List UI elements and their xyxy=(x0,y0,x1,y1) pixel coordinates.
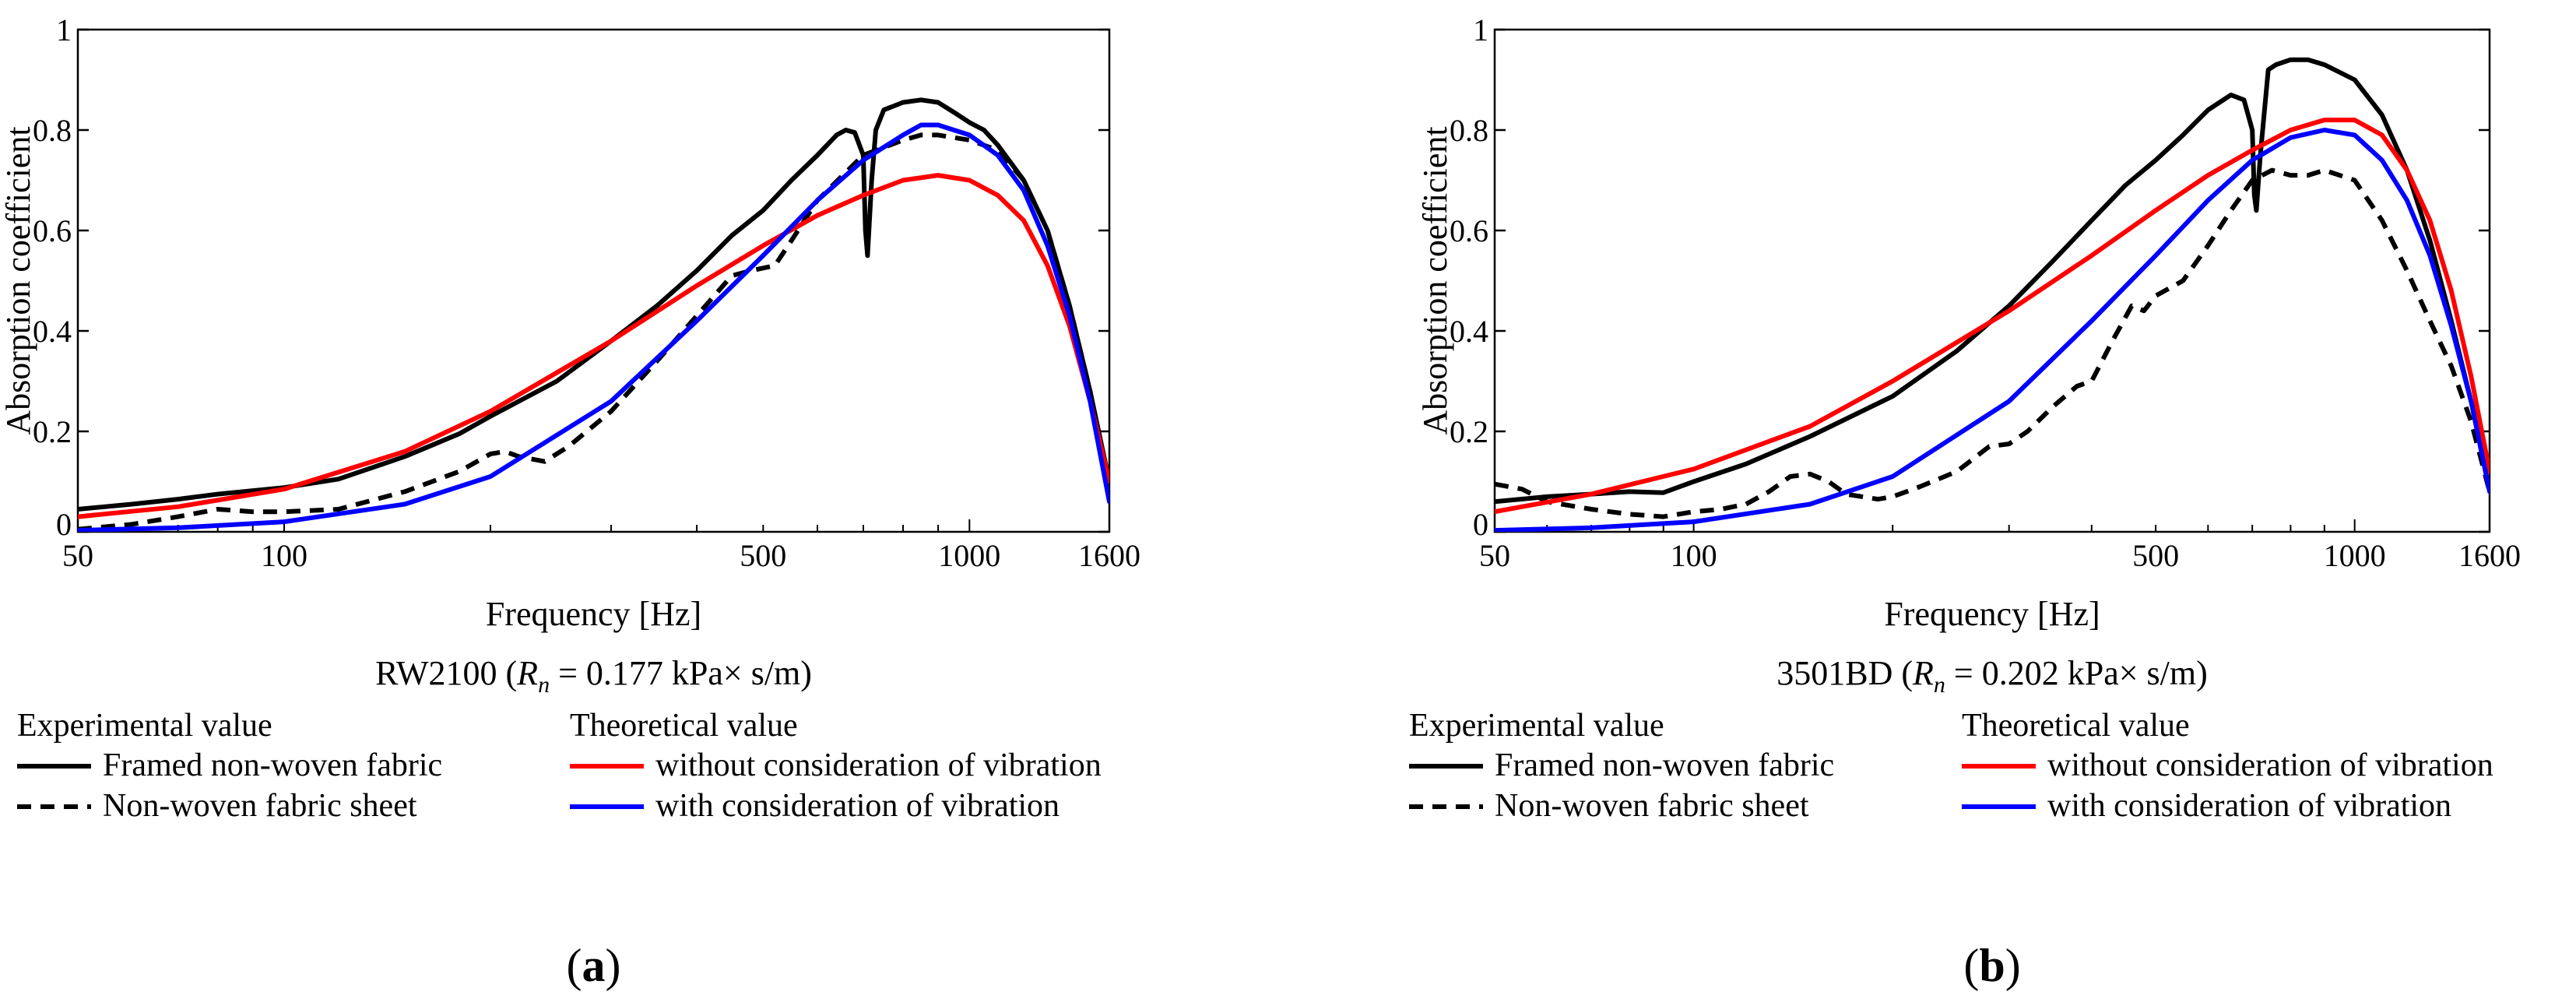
caption-suffix: = 0.202 kPa× s/m) xyxy=(1945,654,2208,692)
y-tick-label: 0.2 xyxy=(33,414,72,449)
x-tick-label: 500 xyxy=(2132,538,2179,573)
chart-caption: RW2100 (Rn = 0.177 kPa× s/m) xyxy=(375,654,812,698)
caption-prefix: 3501BD ( xyxy=(1776,654,1913,692)
series-line-without-consideration-of-vibration xyxy=(78,173,1109,519)
caption-prefix: RW2100 ( xyxy=(375,654,517,692)
caption-subscript: n xyxy=(538,672,550,698)
series-line-framed-non-woven-fabric xyxy=(1495,57,2490,505)
caption-symbol: R xyxy=(516,654,538,692)
legend-heading-experimental: Experimental value xyxy=(1409,708,1664,744)
x-tick-label: 50 xyxy=(62,538,93,573)
x-tick-label: 1600 xyxy=(2458,538,2521,573)
legend-label: Non-woven fabric sheet xyxy=(103,788,417,824)
legend-label: without consideration of vibration xyxy=(655,747,1102,783)
series-line-without-consideration-of-vibration xyxy=(1495,118,2490,515)
panel-letter: a xyxy=(582,940,606,991)
panel-letter: b xyxy=(1979,940,2005,991)
legend-label: Framed non-woven fabric xyxy=(1495,747,1834,783)
x-tick-label: 1000 xyxy=(2324,538,2386,573)
x-tick-label: 50 xyxy=(1479,538,1510,573)
series-line-framed-non-woven-fabric xyxy=(78,97,1109,512)
x-tick-label: 100 xyxy=(261,538,308,573)
legend-label: Non-woven fabric sheet xyxy=(1495,788,1809,824)
x-axis-label: Frequency [Hz] xyxy=(1884,595,2100,633)
x-tick-label: 1600 xyxy=(1078,538,1140,573)
series-line-with-consideration-of-vibration xyxy=(78,122,1109,532)
series-line-non-woven-fabric-sheet xyxy=(1495,167,2490,519)
y-tick-label: 0.6 xyxy=(33,213,72,248)
plot-frame xyxy=(76,28,1111,533)
y-axis-label: Absorption coefficient xyxy=(1416,126,1454,434)
y-axis-label: Absorption coefficient xyxy=(0,126,37,434)
y-tick-label: 0.4 xyxy=(1450,314,1488,349)
x-tick-label: 100 xyxy=(1671,538,1717,573)
panel-label: (a) xyxy=(567,940,621,991)
legend-heading-experimental: Experimental value xyxy=(17,708,272,744)
x-axis-label: Frequency [Hz] xyxy=(486,595,701,633)
legend-heading-theoretical: Theoretical value xyxy=(570,708,798,744)
legend-label: with consideration of vibration xyxy=(655,788,1060,824)
y-tick-label: 1 xyxy=(1473,12,1488,47)
chart-panel-b: 0 0.2 0.4 0.6 0.8 1 50 100 500 1000 1600 Frequency … xyxy=(1409,12,2521,991)
legend-label: with consideration of vibration xyxy=(2047,788,2451,824)
plot-frame xyxy=(1493,28,2491,533)
chart-panel-a: 0 0.2 0.4 0.6 0.8 1 50 100 500 1000 1600 Frequency … xyxy=(0,12,1140,991)
y-tick-label: 0.6 xyxy=(1450,213,1488,248)
y-tick-label: 1 xyxy=(56,12,72,47)
panel-label: (b) xyxy=(1963,940,2020,991)
legend-label: without consideration of vibration xyxy=(2047,747,2493,783)
series-line-non-woven-fabric-sheet xyxy=(78,132,1109,532)
x-tick-label: 500 xyxy=(740,538,786,573)
y-tick-label: 0.2 xyxy=(1450,414,1488,449)
series-line-with-consideration-of-vibration xyxy=(1495,128,2490,532)
y-tick-label: 0 xyxy=(56,507,72,542)
caption-symbol: R xyxy=(1912,654,1934,692)
legend-heading-theoretical: Theoretical value xyxy=(1962,708,2190,744)
caption-subscript: n xyxy=(1934,672,1945,698)
y-tick-label: 0.8 xyxy=(33,113,72,148)
chart-caption: 3501BD (Rn = 0.202 kPa× s/m) xyxy=(1776,654,2208,698)
y-tick-label: 0 xyxy=(1473,507,1488,542)
y-tick-label: 0.8 xyxy=(1450,113,1488,148)
x-tick-label: 1000 xyxy=(938,538,1000,573)
y-tick-label: 0.4 xyxy=(33,314,72,349)
legend-label: Framed non-woven fabric xyxy=(103,747,442,783)
caption-suffix: = 0.177 kPa× s/m) xyxy=(550,654,812,692)
